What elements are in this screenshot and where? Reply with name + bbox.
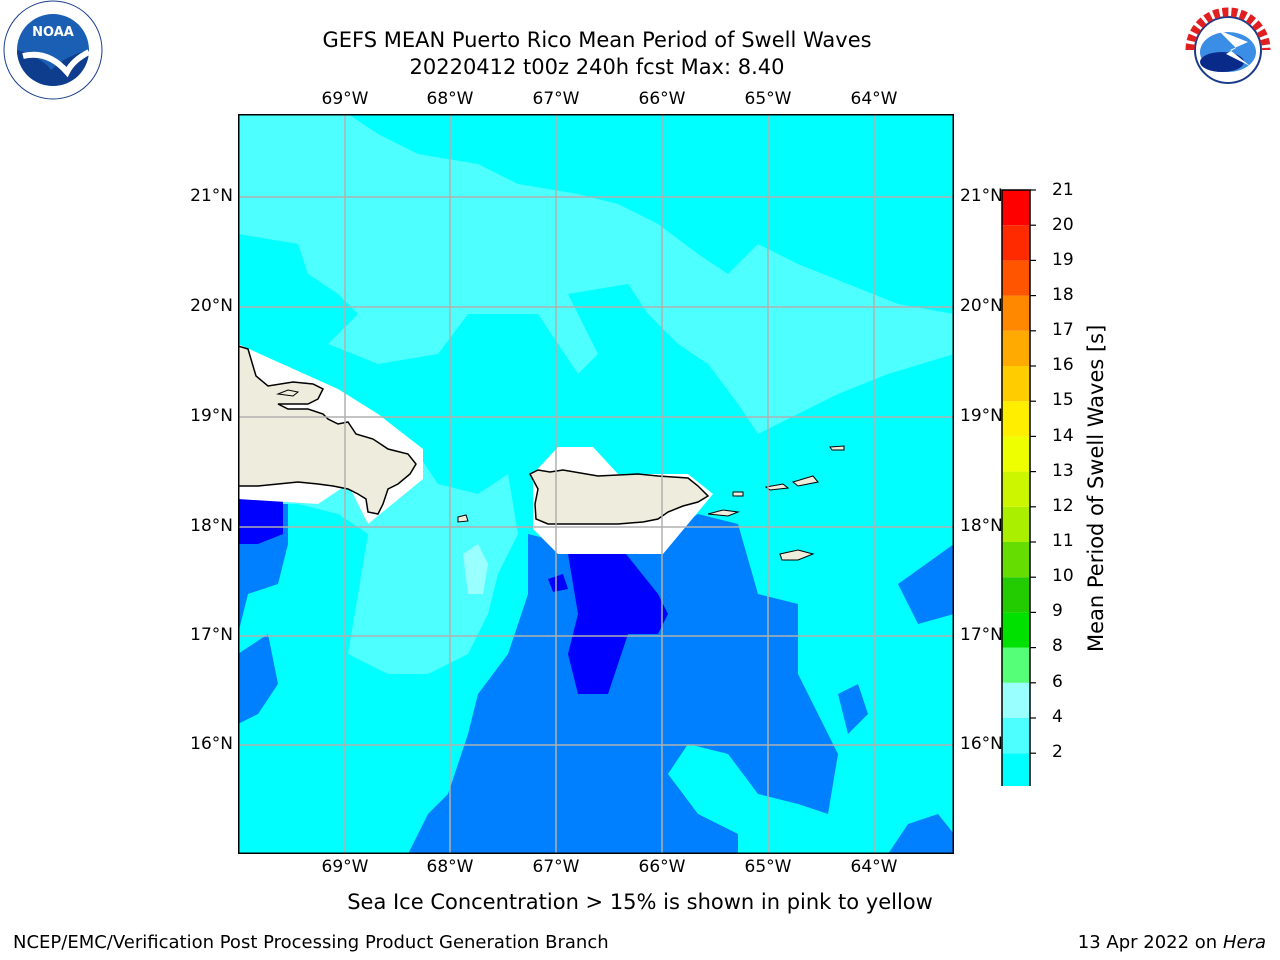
colorbar-tick: 13 <box>1052 461 1074 481</box>
swell-2-4-south <box>408 514 838 854</box>
colorbar-tick: 2 <box>1052 742 1063 762</box>
colorbar-segment <box>1002 225 1030 261</box>
lon-label-top: 65°W <box>744 89 792 109</box>
colorbar-segment <box>1002 718 1030 754</box>
lat-label-left: 19°N <box>190 406 233 426</box>
colorbar-tick: 11 <box>1052 531 1074 551</box>
lon-label-bottom: 66°W <box>638 857 686 877</box>
lon-label-top: 68°W <box>426 89 474 109</box>
colorbar-segment <box>1002 330 1030 366</box>
colorbar-segment <box>1002 506 1030 542</box>
colorbar-tick: 12 <box>1052 496 1074 516</box>
lat-label-left: 17°N <box>190 625 233 645</box>
lon-label-top: 69°W <box>321 89 369 109</box>
colorbar-segment <box>1002 190 1030 226</box>
lat-label-right: 19°N <box>960 406 1003 426</box>
island-culebra <box>732 491 744 497</box>
colorbar <box>1000 186 1036 852</box>
lat-label-left: 21°N <box>190 186 233 206</box>
colorbar-segment <box>1002 260 1030 296</box>
colorbar-tick: 15 <box>1052 390 1074 410</box>
colorbar-segment <box>1002 366 1030 402</box>
footer-host: Hera <box>1222 932 1266 953</box>
footer-credit: NCEP/EMC/Verification Post Processing Pr… <box>13 932 609 953</box>
colorbar-tick: 10 <box>1052 566 1074 586</box>
colorbar-segment <box>1002 612 1030 648</box>
colorbar-tick: 16 <box>1052 355 1074 375</box>
lat-label-right: 17°N <box>960 625 1003 645</box>
colorbar-tick: 6 <box>1052 672 1063 692</box>
swell-8-plus <box>463 544 488 594</box>
island-tortuga <box>276 389 300 397</box>
lat-label-right: 20°N <box>960 296 1003 316</box>
colorbar-tick: 20 <box>1052 215 1074 235</box>
colorbar-label: Mean Period of Swell Waves [s] <box>1084 324 1108 652</box>
swell-under-2-west <box>238 499 283 544</box>
lat-label-left: 16°N <box>190 734 233 754</box>
lon-label-bottom: 68°W <box>426 857 474 877</box>
colorbar-segment <box>1002 295 1030 331</box>
map-panel[interactable] <box>237 114 954 854</box>
lat-label-right: 21°N <box>960 186 1003 206</box>
colorbar-tick: 8 <box>1052 636 1063 656</box>
swell-6-8-north <box>238 114 954 434</box>
swell-2-4-east <box>898 544 954 624</box>
lon-label-bottom: 64°W <box>850 857 898 877</box>
colorbar-segment <box>1002 682 1030 718</box>
swell-2-4-se <box>888 814 954 854</box>
swell-2-4-patch <box>838 684 868 734</box>
chart-title: GEFS MEAN Puerto Rico Mean Period of Swe… <box>322 28 872 52</box>
map-svg <box>237 114 954 854</box>
lon-label-bottom: 69°W <box>321 857 369 877</box>
colorbar-tick: 9 <box>1052 601 1063 621</box>
colorbar-tick: 4 <box>1052 707 1063 727</box>
colorbar-segment <box>1002 471 1030 507</box>
nws-logo <box>1178 0 1278 100</box>
sea-ice-note: Sea Ice Concentration > 15% is shown in … <box>347 890 933 914</box>
footer-date: 13 Apr 2022 on Hera <box>1078 932 1266 953</box>
colorbar-tick: 18 <box>1052 285 1074 305</box>
colorbar-tick: 21 <box>1052 180 1074 200</box>
svg-text:NOAA: NOAA <box>32 25 74 40</box>
island-anegada <box>829 445 845 451</box>
lon-label-top: 64°W <box>850 89 898 109</box>
colorbar-tick: 19 <box>1052 250 1074 270</box>
colorbar-segment <box>1002 542 1030 578</box>
colorbar-segment <box>1002 753 1030 789</box>
footer-date-text: 13 Apr 2022 on <box>1077 932 1223 953</box>
noaa-logo: NOAA <box>3 0 103 100</box>
lat-label-right: 16°N <box>960 734 1003 754</box>
lat-label-right: 18°N <box>960 516 1003 536</box>
colorbar-segment <box>1002 577 1030 613</box>
swell-2-4-west-low <box>238 634 278 724</box>
chart-subtitle: 20220412 t00z 240h fcst Max: 8.40 <box>409 55 785 79</box>
lon-label-top: 66°W <box>638 89 686 109</box>
island-mona <box>457 514 469 523</box>
island-tortola <box>791 475 819 487</box>
lat-label-left: 20°N <box>190 296 233 316</box>
colorbar-segment <box>1002 436 1030 472</box>
land-puerto-rico <box>528 469 710 525</box>
lon-label-bottom: 67°W <box>532 857 580 877</box>
colorbar-segment <box>1002 647 1030 683</box>
colorbar-tick: 17 <box>1052 320 1074 340</box>
colorbar-svg <box>1000 189 1036 852</box>
swell-under-2-patch <box>548 574 568 592</box>
island-st-croix <box>779 549 815 561</box>
swell-under-2-south <box>568 544 668 694</box>
grid <box>238 114 954 854</box>
lon-label-top: 67°W <box>532 89 580 109</box>
colorbar-tick: 14 <box>1052 426 1074 446</box>
island-vieques <box>707 509 740 517</box>
land-hispaniola <box>237 344 417 515</box>
map-frame <box>238 114 954 854</box>
colorbar-segment <box>1002 401 1030 437</box>
lon-label-bottom: 65°W <box>744 857 792 877</box>
lat-label-left: 18°N <box>190 516 233 536</box>
